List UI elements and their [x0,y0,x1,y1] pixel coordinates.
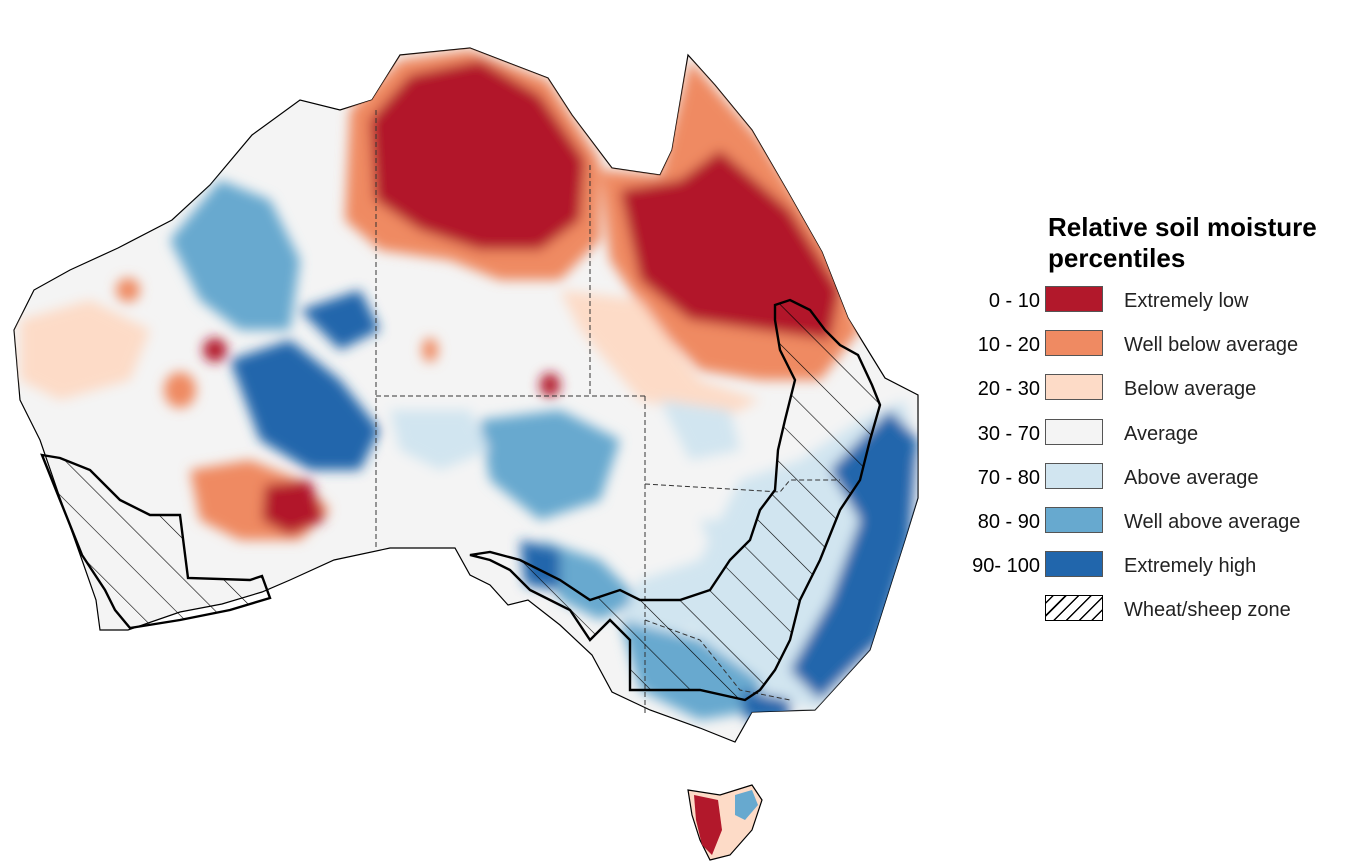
color-swatch [1045,462,1103,489]
legend-title-line2: percentiles [1048,243,1186,273]
legend-title-line1: Relative soil moisture [1048,212,1317,242]
legend-range: 80 - 90 [977,510,1040,533]
tasmania-extremely-low [694,795,722,855]
legend-item: Wheat/sheep zone [938,591,1348,635]
legend-label: Well above average [1124,510,1301,533]
hatch-swatch [1045,595,1103,622]
legend-range: 20 - 30 [977,378,1040,401]
legend-label: Extremely low [1124,290,1249,312]
wheat-sheep-zone-wa [40,453,272,630]
australia-soil-moisture-map [13,47,919,861]
legend-label: Wheat/sheep zone [1124,599,1291,622]
legend-label: Average [1124,422,1199,445]
legend-item: 90- 100 Extremely high [938,547,1348,591]
legend-item: 70 - 80 Above average [938,459,1348,503]
legend-label: Below average [1124,378,1257,401]
legend-label: Extremely high [1124,555,1257,578]
legend-item: 10 - 20 Well below average [938,326,1348,370]
legend-rows: 0 - 10 Extremely low 10 - 20 Well below ave… [938,282,1348,636]
legend-title: Relative soil moisture percentiles [1048,212,1348,274]
color-swatch [1045,506,1103,533]
legend-range: 90- 100 [972,555,1040,578]
legend-item: 80 - 90 Well above average [938,503,1348,547]
legend-range: 30 - 70 [977,422,1040,445]
legend-item: 20 - 30 Below average [938,370,1348,414]
legend-range: 0 - 10 [988,290,1040,312]
legend-item: 0 - 10 Extremely low [938,282,1348,326]
color-swatch [1045,374,1103,401]
color-swatch [1045,418,1103,445]
legend-label: Above average [1124,466,1259,489]
legend: Relative soil moisture percentiles 0 - 1… [938,212,1348,636]
color-swatch [1045,286,1103,312]
legend-range: 70 - 80 [977,466,1040,489]
legend-range: 10 - 20 [977,334,1040,357]
wheat-sheep-zone-east [469,298,882,702]
legend-item: 30 - 70 Average [938,415,1348,459]
tasmania-east-blue [735,790,758,820]
color-swatch [1045,330,1103,357]
legend-label: Well below average [1124,334,1299,357]
color-swatch [1045,551,1103,578]
